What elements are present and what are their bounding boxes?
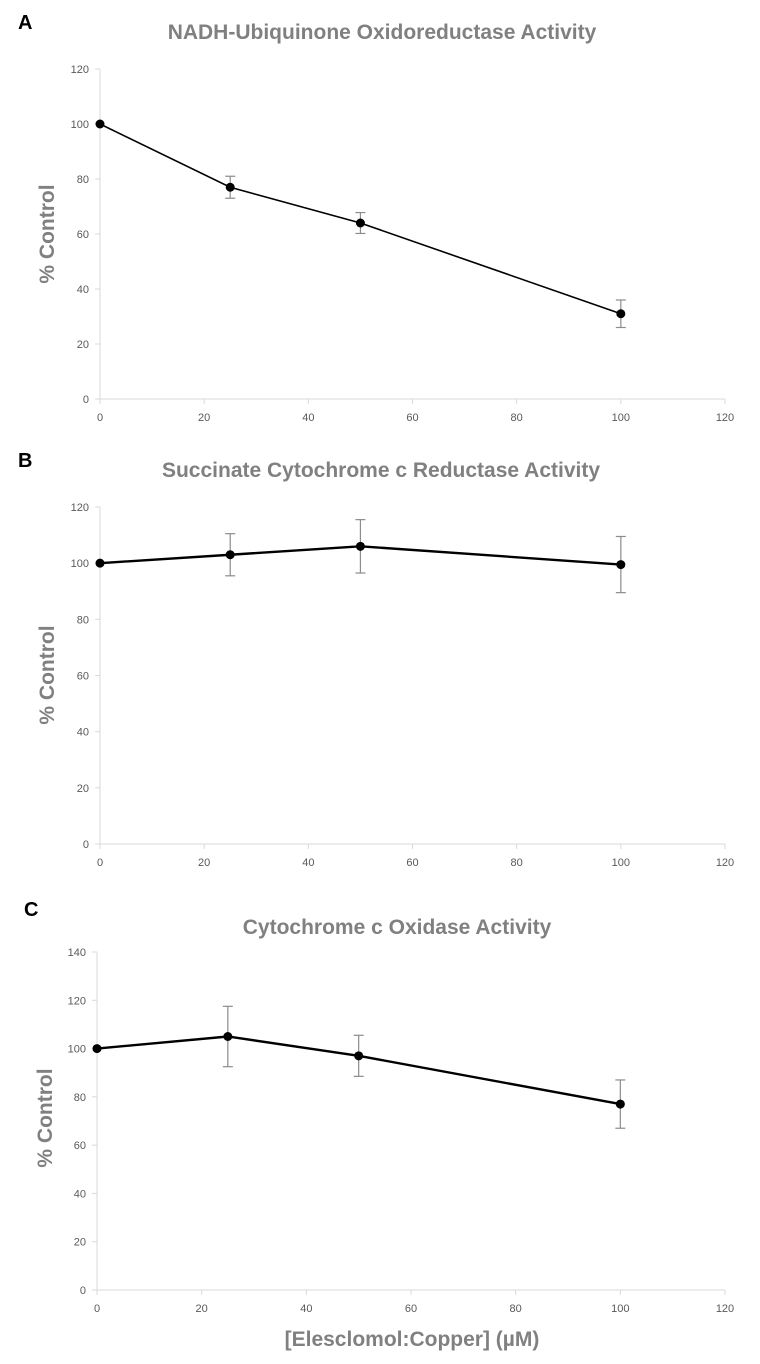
y-tick-label: 80 <box>74 1092 86 1104</box>
y-tick-label: 100 <box>71 558 89 570</box>
data-point <box>355 218 365 228</box>
plot-area: 0 20 40 60 80 100 120 140 0 20 40 60 80 100 120 <box>68 947 735 1315</box>
x-tick-label: 80 <box>510 1303 522 1315</box>
data-point <box>616 560 626 570</box>
x-tick-label: 100 <box>611 1303 629 1315</box>
data-point <box>95 558 105 568</box>
y-axis-label: % Control <box>34 1068 57 1167</box>
y-tick-label: 60 <box>77 671 89 683</box>
chart-title: Succinate Cytochrome c Reductase Activit… <box>162 459 600 482</box>
x-tick-label: 80 <box>511 412 523 424</box>
y-tick-label: 80 <box>77 174 89 186</box>
panel-letter: C <box>24 899 38 921</box>
plot-area: 0 20 40 60 80 100 120 0 20 40 60 80 100 120 <box>71 64 735 424</box>
x-tick-label: 120 <box>716 1303 734 1315</box>
x-tick-label: 20 <box>198 857 210 869</box>
data-point <box>354 1051 364 1061</box>
y-axis-label: % Control <box>36 625 59 724</box>
x-axis-label: [Elesclomol:Copper] (µM) <box>285 1328 540 1351</box>
data-point <box>225 182 235 192</box>
data-point <box>225 550 235 560</box>
y-tick-label: 40 <box>77 284 89 296</box>
x-tick-label: 120 <box>716 857 734 869</box>
y-tick-label: 40 <box>77 727 89 739</box>
y-tick-label: 0 <box>80 1285 86 1297</box>
chart-title: NADH-Ubiquinone Oxidoreductase Activity <box>168 21 597 44</box>
x-tick-label: 20 <box>196 1303 208 1315</box>
x-tick-label: 120 <box>716 412 734 424</box>
x-tick-label: 0 <box>97 412 103 424</box>
panel-a: A NADH-Ubiquinone Oxidoreductase Activit… <box>18 12 734 424</box>
x-tick-label: 20 <box>198 412 210 424</box>
x-tick-label: 40 <box>302 857 314 869</box>
x-tick-label: 100 <box>612 857 630 869</box>
y-tick-label: 60 <box>77 229 89 241</box>
x-tick-label: 0 <box>94 1303 100 1315</box>
data-point <box>92 1044 102 1054</box>
x-tick-label: 40 <box>302 412 314 424</box>
y-tick-label: 20 <box>77 339 89 351</box>
x-tick-label: 40 <box>300 1303 312 1315</box>
y-tick-label: 80 <box>77 614 89 626</box>
y-tick-label: 60 <box>74 1140 86 1152</box>
x-tick-label: 0 <box>97 857 103 869</box>
y-tick-label: 120 <box>68 995 86 1007</box>
x-tick-label: 60 <box>406 412 418 424</box>
series-line <box>99 545 621 566</box>
y-tick-label: 100 <box>68 1044 86 1056</box>
y-tick-label: 120 <box>71 502 89 514</box>
y-tick-label: 100 <box>71 119 89 131</box>
y-tick-label: 0 <box>83 394 89 406</box>
data-point <box>615 1099 625 1109</box>
y-tick-label: 20 <box>77 783 89 795</box>
data-point <box>616 309 626 319</box>
y-tick-label: 20 <box>74 1237 86 1249</box>
panel-c: C Cytochrome c Oxidase Activity % Contro… <box>24 899 734 1315</box>
data-point <box>95 119 105 129</box>
y-tick-label: 0 <box>83 839 89 851</box>
y-tick-label: 40 <box>74 1188 86 1200</box>
y-tick-label: 120 <box>71 64 89 76</box>
plot-area: 0 20 40 60 80 100 120 0 20 40 60 80 100 120 <box>71 502 735 869</box>
panel-letter: B <box>18 450 32 472</box>
data-point <box>355 541 365 551</box>
chart-title: Cytochrome c Oxidase Activity <box>243 916 552 939</box>
y-tick-label: 140 <box>68 947 86 959</box>
panel-letter: A <box>18 12 32 34</box>
x-tick-label: 60 <box>405 1303 417 1315</box>
panel-b: B Succinate Cytochrome c Reductase Activ… <box>18 450 734 869</box>
y-axis-label: % Control <box>36 184 59 283</box>
data-point <box>223 1032 233 1041</box>
series-line <box>99 123 622 315</box>
x-tick-label: 60 <box>406 857 418 869</box>
x-tick-label: 80 <box>511 857 523 869</box>
series-line <box>96 1035 621 1106</box>
x-tick-label: 100 <box>612 412 630 424</box>
